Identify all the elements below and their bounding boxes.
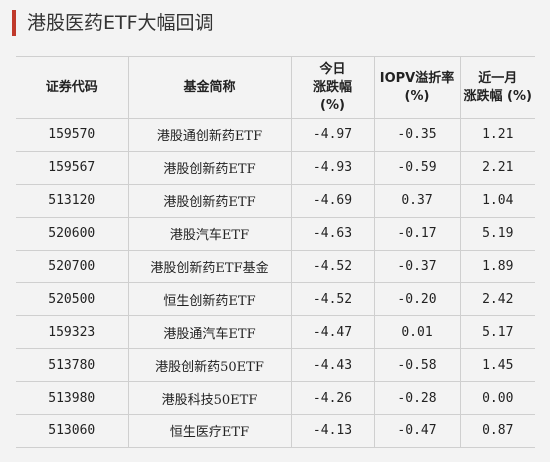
cell-month-change: 0.87 bbox=[460, 414, 535, 448]
header-today-change: 今日 涨跌幅 (%) bbox=[291, 56, 375, 119]
cell-month-change: 2.21 bbox=[460, 151, 535, 185]
cell-security-code: 159567 bbox=[16, 151, 129, 185]
cell-fund-name: 恒生创新药ETF bbox=[128, 282, 292, 317]
cell-iopv-premium: 0.01 bbox=[374, 315, 461, 350]
table-row: 513120 港股创新药ETF -4.69 0.37 1.04 bbox=[16, 184, 535, 218]
table-row: 513780 港股创新药50ETF -4.43 -0.58 1.45 bbox=[16, 348, 535, 383]
cell-fund-name: 港股通创新药ETF bbox=[128, 118, 292, 152]
header-month-change: 近一月 涨跌幅 (%) bbox=[460, 56, 535, 119]
cell-fund-name: 恒生医疗ETF bbox=[128, 414, 292, 448]
cell-month-change: 1.45 bbox=[460, 348, 535, 383]
cell-today-change: -4.63 bbox=[291, 217, 375, 251]
cell-today-change: -4.52 bbox=[291, 250, 375, 284]
cell-today-change: -4.26 bbox=[291, 381, 375, 416]
etf-table: 证券代码 基金简称 今日 涨跌幅 (%) IOPV溢折率 (%) 近一月 涨跌幅… bbox=[16, 56, 535, 448]
table-row: 513980 港股科技50ETF -4.26 -0.28 0.00 bbox=[16, 381, 535, 416]
cell-month-change: 1.21 bbox=[460, 118, 535, 152]
header-security-code: 证券代码 bbox=[16, 56, 129, 119]
page-title: 港股医药ETF大幅回调 bbox=[27, 12, 214, 34]
table-row: 513060 恒生医疗ETF -4.13 -0.47 0.87 bbox=[16, 414, 535, 448]
cell-month-change: 0.00 bbox=[460, 381, 535, 416]
table-row: 159567 港股创新药ETF -4.93 -0.59 2.21 bbox=[16, 151, 535, 185]
cell-security-code: 159570 bbox=[16, 118, 129, 152]
cell-security-code: 159323 bbox=[16, 315, 129, 350]
cell-month-change: 1.89 bbox=[460, 250, 535, 284]
cell-security-code: 513120 bbox=[16, 184, 129, 218]
table-row: 520700 港股创新药ETF基金 -4.52 -0.37 1.89 bbox=[16, 250, 535, 284]
cell-today-change: -4.13 bbox=[291, 414, 375, 448]
cell-today-change: -4.43 bbox=[291, 348, 375, 383]
cell-today-change: -4.47 bbox=[291, 315, 375, 350]
cell-security-code: 513060 bbox=[16, 414, 129, 448]
table-row: 159570 港股通创新药ETF -4.97 -0.35 1.21 bbox=[16, 118, 535, 152]
cell-fund-name: 港股通汽车ETF bbox=[128, 315, 292, 350]
cell-security-code: 520500 bbox=[16, 282, 129, 317]
header-fund-name: 基金简称 bbox=[128, 56, 292, 119]
header: 港股医药ETF大幅回调 bbox=[0, 0, 550, 48]
table-row: 159323 港股通汽车ETF -4.47 0.01 5.17 bbox=[16, 315, 535, 350]
cell-today-change: -4.52 bbox=[291, 282, 375, 317]
table-row: 520500 恒生创新药ETF -4.52 -0.20 2.42 bbox=[16, 282, 535, 317]
cell-fund-name: 港股汽车ETF bbox=[128, 217, 292, 251]
cell-month-change: 2.42 bbox=[460, 282, 535, 317]
cell-month-change: 5.17 bbox=[460, 315, 535, 350]
cell-iopv-premium: -0.20 bbox=[374, 282, 461, 317]
cell-iopv-premium: 0.37 bbox=[374, 184, 461, 218]
cell-fund-name: 港股创新药ETF基金 bbox=[128, 250, 292, 284]
cell-today-change: -4.69 bbox=[291, 184, 375, 218]
cell-iopv-premium: -0.58 bbox=[374, 348, 461, 383]
table-body: 159570 港股通创新药ETF -4.97 -0.35 1.21 159567 港股创新药… bbox=[16, 118, 535, 448]
cell-today-change: -4.97 bbox=[291, 118, 375, 152]
cell-iopv-premium: -0.59 bbox=[374, 151, 461, 185]
cell-month-change: 1.04 bbox=[460, 184, 535, 218]
cell-fund-name: 港股创新药ETF bbox=[128, 184, 292, 218]
cell-iopv-premium: -0.37 bbox=[374, 250, 461, 284]
cell-month-change: 5.19 bbox=[460, 217, 535, 251]
cell-fund-name: 港股科技50ETF bbox=[128, 381, 292, 416]
cell-today-change: -4.93 bbox=[291, 151, 375, 185]
cell-security-code: 520600 bbox=[16, 217, 129, 251]
header-iopv-premium: IOPV溢折率 (%) bbox=[374, 56, 461, 119]
cell-iopv-premium: -0.47 bbox=[374, 414, 461, 448]
cell-iopv-premium: -0.35 bbox=[374, 118, 461, 152]
table-row: 520600 港股汽车ETF -4.63 -0.17 5.19 bbox=[16, 217, 535, 251]
title-accent-bar bbox=[12, 10, 16, 36]
cell-fund-name: 港股创新药50ETF bbox=[128, 348, 292, 383]
cell-security-code: 520700 bbox=[16, 250, 129, 284]
cell-security-code: 513780 bbox=[16, 348, 129, 383]
cell-iopv-premium: -0.17 bbox=[374, 217, 461, 251]
table-header-row: 证券代码 基金简称 今日 涨跌幅 (%) IOPV溢折率 (%) 近一月 涨跌幅… bbox=[16, 56, 535, 119]
cell-fund-name: 港股创新药ETF bbox=[128, 151, 292, 185]
cell-security-code: 513980 bbox=[16, 381, 129, 416]
cell-iopv-premium: -0.28 bbox=[374, 381, 461, 416]
